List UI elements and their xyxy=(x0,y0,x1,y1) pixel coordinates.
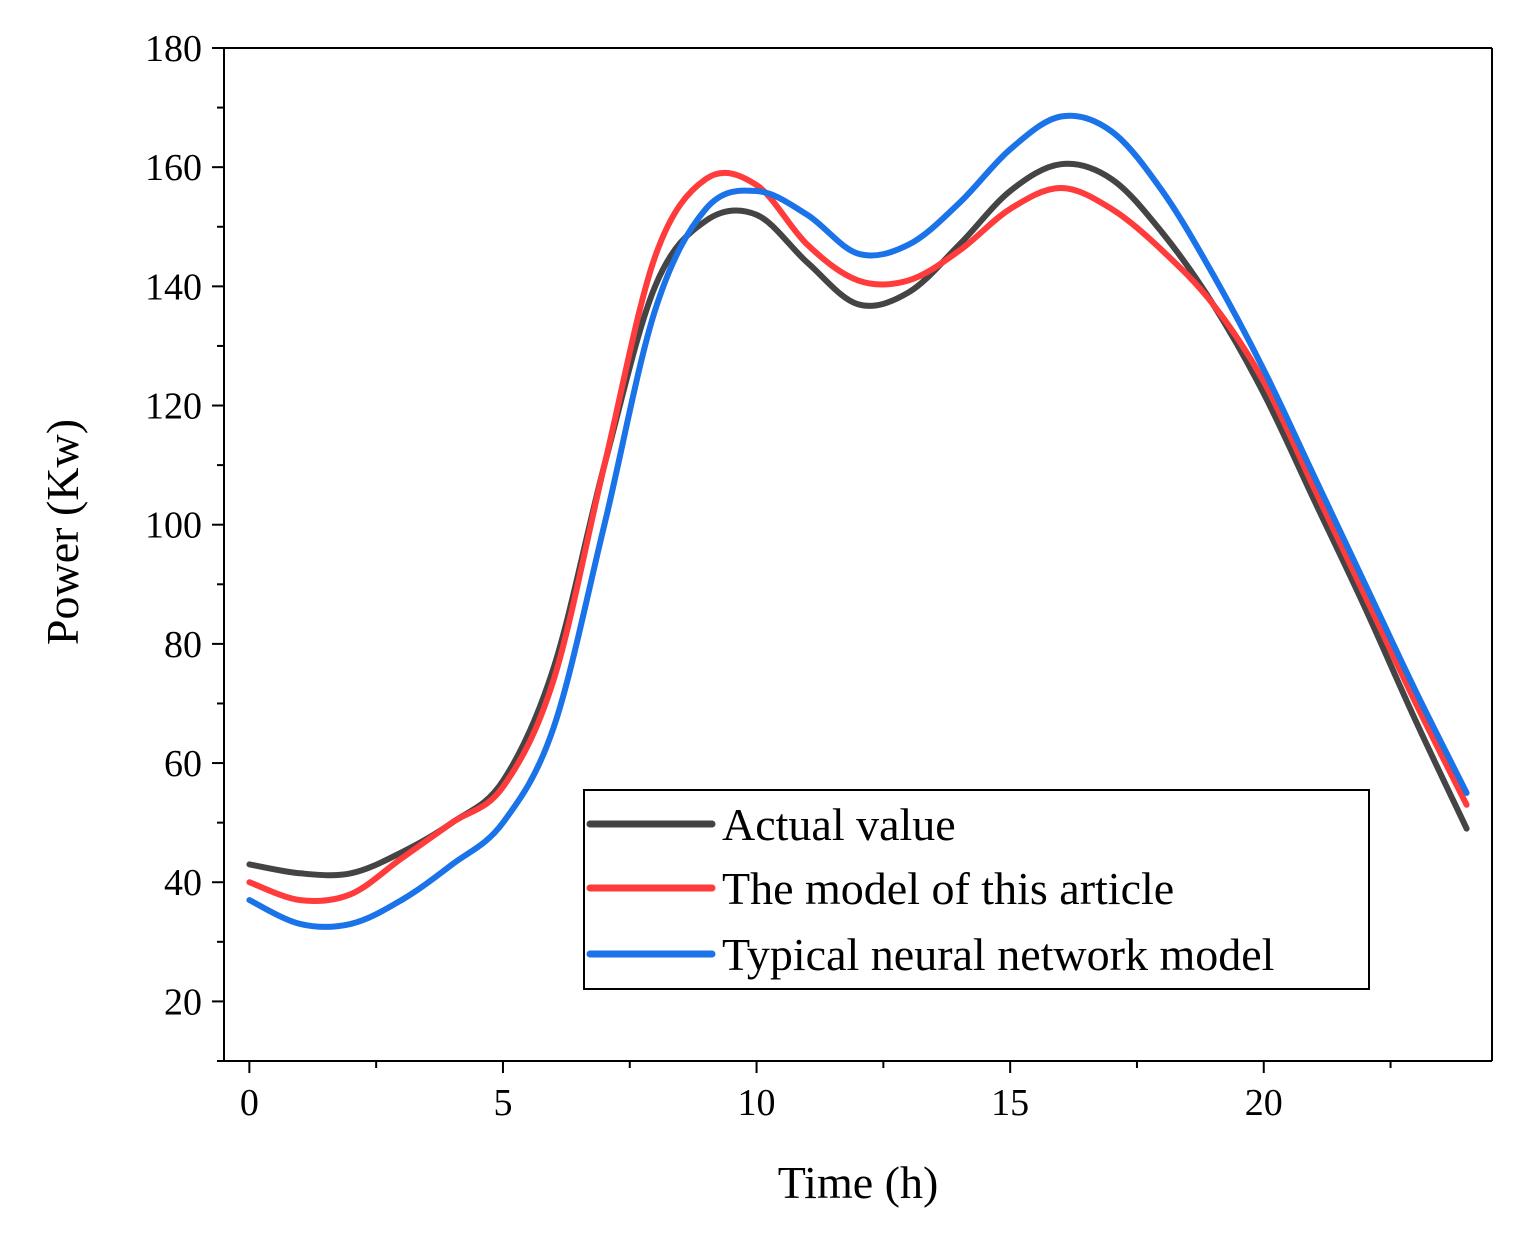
x-axis-ticks: 0 5 10 15 20 xyxy=(240,1061,1392,1124)
plot-frame xyxy=(223,47,1493,1062)
y-axis-ticks: 20 40 60 80 100 120 140 160 180 xyxy=(145,28,224,1062)
series-line-neural xyxy=(246,112,1470,930)
y-tick-label: 160 xyxy=(145,147,202,189)
y-tick-label: 180 xyxy=(145,28,202,70)
x-axis-title: Time (h) xyxy=(778,1157,939,1208)
y-tick-label: 120 xyxy=(145,386,202,428)
x-tick-label: 15 xyxy=(991,1082,1029,1124)
y-tick-label: 80 xyxy=(164,624,202,666)
x-tick-label: 20 xyxy=(1245,1082,1283,1124)
series-line-actual xyxy=(246,160,1470,879)
y-tick-label: 140 xyxy=(145,266,202,308)
x-tick-label: 5 xyxy=(493,1082,512,1124)
legend-label-neural: Typical neural network model xyxy=(722,929,1274,980)
x-tick-label: 0 xyxy=(240,1082,259,1124)
y-tick-label: 40 xyxy=(164,862,202,904)
series-lines xyxy=(246,112,1470,930)
y-tick-label: 60 xyxy=(164,743,202,785)
y-tick-label: 20 xyxy=(164,981,202,1023)
y-tick-label: 100 xyxy=(145,505,202,547)
legend-label-model: The model of this article xyxy=(722,863,1174,914)
legend-label-actual: Actual value xyxy=(722,799,956,850)
y-axis-title: Power (Kw) xyxy=(37,419,88,645)
series-line-model xyxy=(246,169,1470,904)
x-tick-label: 10 xyxy=(738,1082,776,1124)
legend: Actual value The model of this article T… xyxy=(583,789,1370,990)
